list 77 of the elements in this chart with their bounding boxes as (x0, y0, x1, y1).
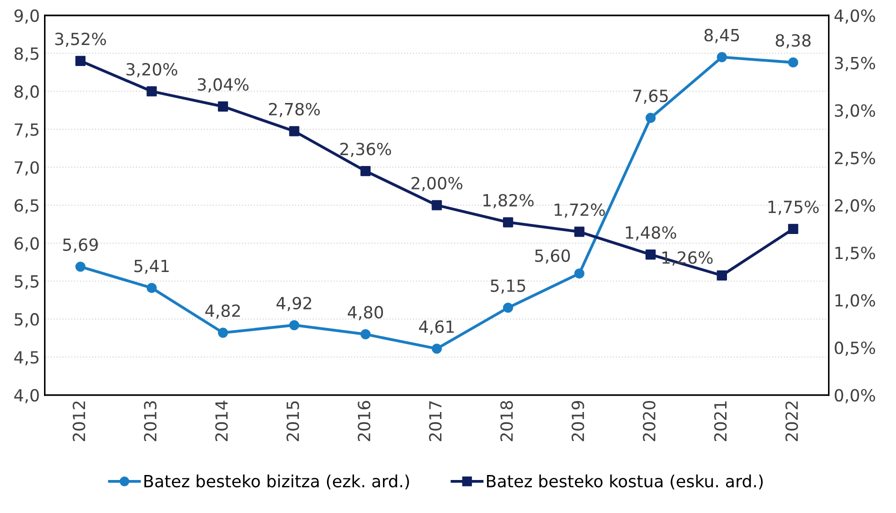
point (75, 262, 86, 272)
data-label: 3,04% (198, 78, 249, 92)
point (788, 57, 798, 68)
point (646, 249, 656, 260)
y-tick-label: 9,0 (14, 9, 39, 24)
data-label: 1,26% (662, 251, 713, 266)
x-tick-label: 2017 (429, 401, 442, 442)
data-label: 1,82% (483, 194, 534, 208)
data-label: 3,20% (126, 62, 178, 78)
legend-label: Batez besteko kostua (esku. ard.) (487, 474, 763, 490)
point (75, 56, 86, 66)
y-tick-label: 7,0 (14, 161, 39, 176)
y-tick-label: 4,0 (14, 388, 39, 404)
data-label: 8,45 (704, 28, 739, 44)
point (788, 224, 798, 234)
x-tick-label: 2013 (144, 401, 157, 442)
y-tick-label: 8,5 (14, 47, 38, 62)
x-tick-label: 2016 (358, 400, 370, 442)
point (289, 320, 300, 330)
data-label: 1,48% (626, 226, 676, 241)
y2-tick-label: 0,0% (834, 388, 876, 404)
data-label: 4,61 (419, 320, 454, 335)
point (716, 52, 727, 62)
y-tick-label: 5,5 (14, 275, 38, 290)
data-label: 5,15 (490, 280, 526, 294)
point (646, 112, 656, 123)
data-label: 1,72% (554, 203, 605, 218)
point (432, 344, 442, 354)
y2-tick-label: 4,0% (834, 9, 876, 24)
point (574, 268, 584, 279)
x-tick-label: 2014 (215, 400, 228, 442)
y-tick-label: 6,0 (14, 237, 39, 252)
x-tick-label: 2022 (785, 402, 798, 442)
data-label: 4,92 (276, 296, 312, 312)
x-tick-label: 2019 (572, 401, 584, 442)
data-label: 5,41 (134, 260, 169, 274)
point (574, 226, 584, 237)
y-tick-label: 4,5 (14, 351, 38, 366)
y2-tick-label: 1,0% (835, 294, 876, 308)
y-tick-label: 6,5 (14, 199, 38, 214)
point (218, 101, 228, 112)
x-tick-label: 2018 (500, 401, 513, 442)
y-tick-label: 5,0 (14, 313, 39, 328)
point (432, 200, 442, 210)
data-label: 8,38 (776, 34, 811, 48)
y2-tick-label: 3,5% (834, 56, 876, 72)
x-tick-label: 2012 (72, 402, 86, 442)
point (360, 166, 371, 176)
y2-tick-label: 2,0% (834, 199, 876, 214)
point (360, 329, 371, 340)
point (146, 86, 157, 96)
point (716, 270, 727, 281)
data-label: 2,78% (269, 102, 320, 118)
y-tick-label: 8,0 (14, 85, 39, 100)
x-tick-label: 2021 (714, 401, 727, 442)
data-label: 5,69 (63, 238, 98, 253)
point (502, 302, 514, 313)
data-label: 4,80 (348, 306, 383, 320)
y2-tick-label: 0,5% (834, 342, 876, 356)
data-label: 2,00% (412, 176, 462, 192)
point (146, 282, 157, 294)
data-label: 4,82 (205, 304, 240, 319)
data-label: 7,65 (633, 90, 668, 104)
legend-label: Batez besteko bizitza (ezk. ard.) (144, 474, 409, 490)
data-label: 1,75% (768, 200, 819, 215)
point (218, 328, 228, 338)
data-label: 5,60 (535, 249, 570, 264)
point (289, 126, 300, 136)
data-label: 3,52% (55, 32, 106, 47)
y2-tick-label: 2,5% (834, 152, 876, 166)
y-tick-label: 7,5 (14, 123, 38, 138)
y2-tick-label: 3,0% (834, 104, 876, 119)
x-tick-label: 2015 (286, 401, 300, 442)
y2-tick-label: 1,5% (835, 246, 876, 261)
point (502, 217, 514, 228)
x-tick-label: 2020 (642, 400, 656, 442)
data-label: 2,36% (340, 142, 392, 158)
